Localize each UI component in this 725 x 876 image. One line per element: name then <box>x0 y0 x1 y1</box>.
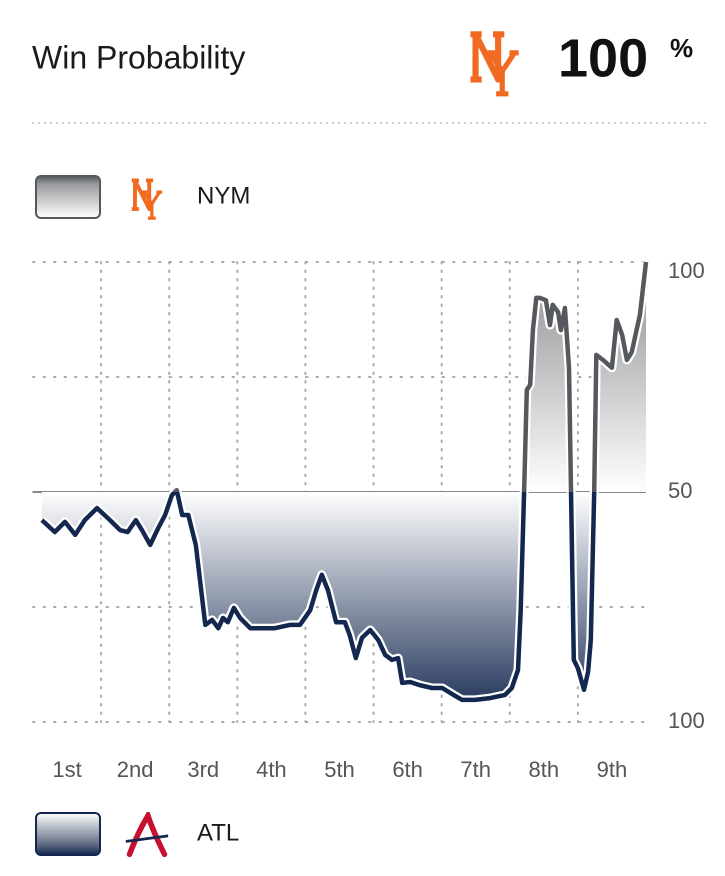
legend-label: ATL <box>197 819 239 846</box>
legend-label: NYM <box>197 182 250 209</box>
x-tick-label: 9th <box>597 757 628 782</box>
percent-sign: % <box>670 33 693 63</box>
x-tick-label: 5th <box>324 757 355 782</box>
x-tick-label: 1st <box>52 757 81 782</box>
x-tick-label: 3rd <box>187 757 219 782</box>
x-tick-label: 2nd <box>117 757 154 782</box>
y-tick-label: 100 <box>668 708 705 733</box>
legend-swatch <box>35 175 101 219</box>
legend-logo <box>132 180 162 218</box>
legend-swatch <box>35 812 101 856</box>
x-tick-label: 7th <box>460 757 491 782</box>
x-tick-label: 6th <box>392 757 423 782</box>
plot: 100 50 100 1st 2nd 3rd 4th 5th 6th 7th 8th 9th <box>32 258 705 782</box>
win-probability-value: 100 <box>558 28 648 88</box>
x-tick-label: 4th <box>256 757 287 782</box>
legend: NYM ATL <box>35 175 250 856</box>
x-tick-label: 8th <box>529 757 560 782</box>
leader-logo <box>470 34 518 94</box>
y-tick-label: 100 <box>668 258 705 283</box>
title: Win Probability <box>32 39 245 75</box>
probability-line <box>40 261 649 703</box>
y-tick-label: 50 <box>668 478 692 503</box>
probability-area <box>41 262 646 700</box>
legend-logo <box>126 816 168 855</box>
